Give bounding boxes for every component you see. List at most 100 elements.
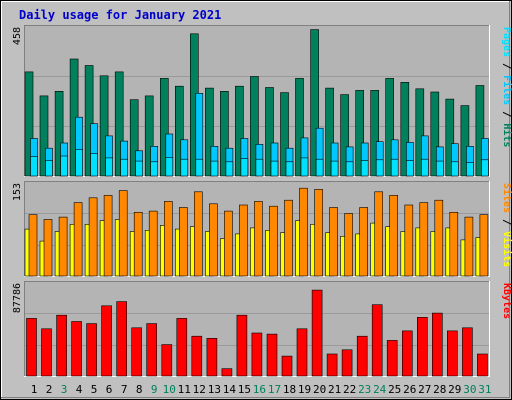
- bar-pages-day-16: [255, 158, 264, 177]
- x-tick-label-day-2: 2: [46, 383, 53, 396]
- x-tick-label-day-27: 27: [418, 383, 431, 396]
- hits-files-pages-series-label: Pages / Files / Hits: [501, 27, 512, 147]
- bar-sites-day-16: [254, 201, 263, 277]
- bar-pages-day-17: [270, 160, 279, 177]
- bar-kbytes-day-18: [281, 355, 293, 377]
- visits-sites-series-label: Sites / Visits: [501, 183, 512, 267]
- bar-kbytes-day-14: [221, 368, 233, 377]
- x-tick-label-day-14: 14: [223, 383, 237, 396]
- bar-pages-day-26: [405, 160, 414, 177]
- bar-pages-day-28: [435, 160, 444, 177]
- x-tick-label-day-30: 30: [463, 383, 476, 396]
- x-tick-label-day-23: 23: [358, 383, 371, 396]
- bar-pages-day-8: [135, 160, 143, 177]
- bar-kbytes-day-22: [341, 349, 353, 377]
- bar-hits-day-14: [220, 91, 229, 177]
- bar-hits-day-19: [295, 78, 304, 177]
- bar-kbytes-day-12: [191, 335, 203, 377]
- bar-hits-day-30: [460, 105, 470, 177]
- bar-hits-day-21: [325, 87, 334, 177]
- bar-pages-day-10: [165, 157, 174, 177]
- kbytes-panel: 87786 KBytes: [12, 281, 512, 377]
- bar-sites-day-30: [464, 216, 474, 277]
- x-tick-label-day-25: 25: [388, 383, 401, 396]
- x-tick-label-day-3: 3: [61, 383, 68, 396]
- series-label-kbytes: KBytes: [501, 283, 512, 319]
- bar-hits-day-20: [310, 29, 319, 177]
- bar-kbytes-day-19: [296, 328, 308, 377]
- bar-hits-day-17: [265, 87, 274, 177]
- x-tick-label-day-9: 9: [151, 383, 158, 396]
- bar-sites-day-8: [133, 212, 143, 277]
- bar-sites-day-3: [58, 216, 68, 277]
- bar-kbytes-day-1: [26, 318, 37, 377]
- bar-sites-day-4: [73, 202, 83, 277]
- bar-pages-day-15: [240, 158, 249, 177]
- visits-sites-panel: 153 Sites / Visits: [12, 181, 512, 277]
- bar-pages-day-19: [300, 157, 309, 177]
- chart-title: Daily usage for January 2021: [19, 8, 222, 22]
- hits-files-pages-ymax-label: 458: [12, 27, 23, 45]
- bar-pages-day-6: [105, 157, 113, 177]
- bar-kbytes-day-6: [101, 305, 112, 377]
- bar-pages-day-22: [345, 161, 354, 177]
- kbytes-series-label: KBytes: [501, 283, 512, 319]
- bar-sites-day-10: [164, 201, 173, 277]
- bar-sites-day-29: [449, 212, 459, 277]
- x-tick-label-day-7: 7: [121, 383, 128, 396]
- hits-files-pages-series-label-separator-1: /: [501, 57, 512, 75]
- bar-hits-day-2: [39, 95, 49, 177]
- bar-kbytes-day-11: [176, 318, 188, 377]
- bar-pages-day-11: [180, 158, 189, 177]
- x-tick-label-day-8: 8: [136, 383, 143, 396]
- bar-pages-day-5: [90, 153, 98, 177]
- bar-hits-day-3: [54, 91, 64, 177]
- x-tick-label-day-17: 17: [268, 383, 281, 396]
- bar-sites-day-17: [269, 205, 278, 277]
- bar-kbytes-day-30: [462, 327, 473, 377]
- series-label-pages: Pages: [501, 27, 512, 57]
- x-axis-day-labels: 1 2 3 4 5 6 7 8 9 10 11 12 13 14 15 16 17 18 19 20 21 22 23 24 2…: [31, 383, 492, 396]
- bar-hits-day-24: [370, 90, 380, 177]
- bar-sites-day-11: [179, 207, 188, 277]
- bar-pages-day-9: [150, 161, 158, 177]
- x-tick-label-day-26: 26: [403, 383, 416, 396]
- x-tick-label-day-18: 18: [283, 383, 296, 396]
- x-tick-label-day-13: 13: [208, 383, 221, 396]
- hits-files-pages-series-label-separator-2: /: [501, 105, 512, 123]
- bar-kbytes-day-8: [131, 327, 142, 377]
- x-tick-label-day-22: 22: [343, 383, 356, 396]
- visits-sites-series-label-separator-1: /: [501, 213, 512, 231]
- bar-hits-day-9: [144, 95, 154, 177]
- bar-kbytes-day-31: [477, 353, 488, 377]
- x-tick-label-day-15: 15: [238, 383, 251, 396]
- x-tick-label-day-1: 1: [31, 383, 38, 396]
- visits-sites-ymax-label: 153: [12, 183, 23, 201]
- bar-pages-day-14: [225, 161, 234, 177]
- bar-kbytes-day-3: [56, 314, 67, 377]
- bar-kbytes-day-20: [311, 289, 323, 377]
- bar-pages-day-4: [75, 149, 83, 177]
- bar-kbytes-day-23: [356, 335, 368, 377]
- bar-pages-day-20: [315, 158, 324, 177]
- bar-hits-day-18: [280, 92, 289, 177]
- bar-sites-day-12: [194, 191, 203, 277]
- x-tick-label-day-24: 24: [373, 383, 387, 396]
- bar-hits-day-6: [99, 75, 109, 177]
- hits-files-pages-panel: 458 Pages / Files / Hits: [12, 25, 512, 177]
- x-tick-label-day-11: 11: [178, 383, 191, 396]
- bar-sites-day-2: [43, 219, 53, 277]
- bar-hits-day-5: [84, 65, 94, 177]
- bar-sites-day-24: [374, 191, 384, 277]
- bar-sites-day-7: [118, 190, 128, 277]
- bar-hits-day-1: [24, 71, 34, 177]
- bar-hits-day-16: [250, 76, 259, 177]
- bar-pages-day-7: [120, 158, 128, 177]
- bar-hits-day-7: [114, 71, 124, 177]
- bar-pages-day-18: [285, 161, 294, 177]
- bar-pages-day-23: [360, 160, 369, 177]
- series-label-visits: Visits: [501, 231, 512, 267]
- bar-sites-day-1: [28, 214, 38, 277]
- x-tick-label-day-10: 10: [163, 383, 176, 396]
